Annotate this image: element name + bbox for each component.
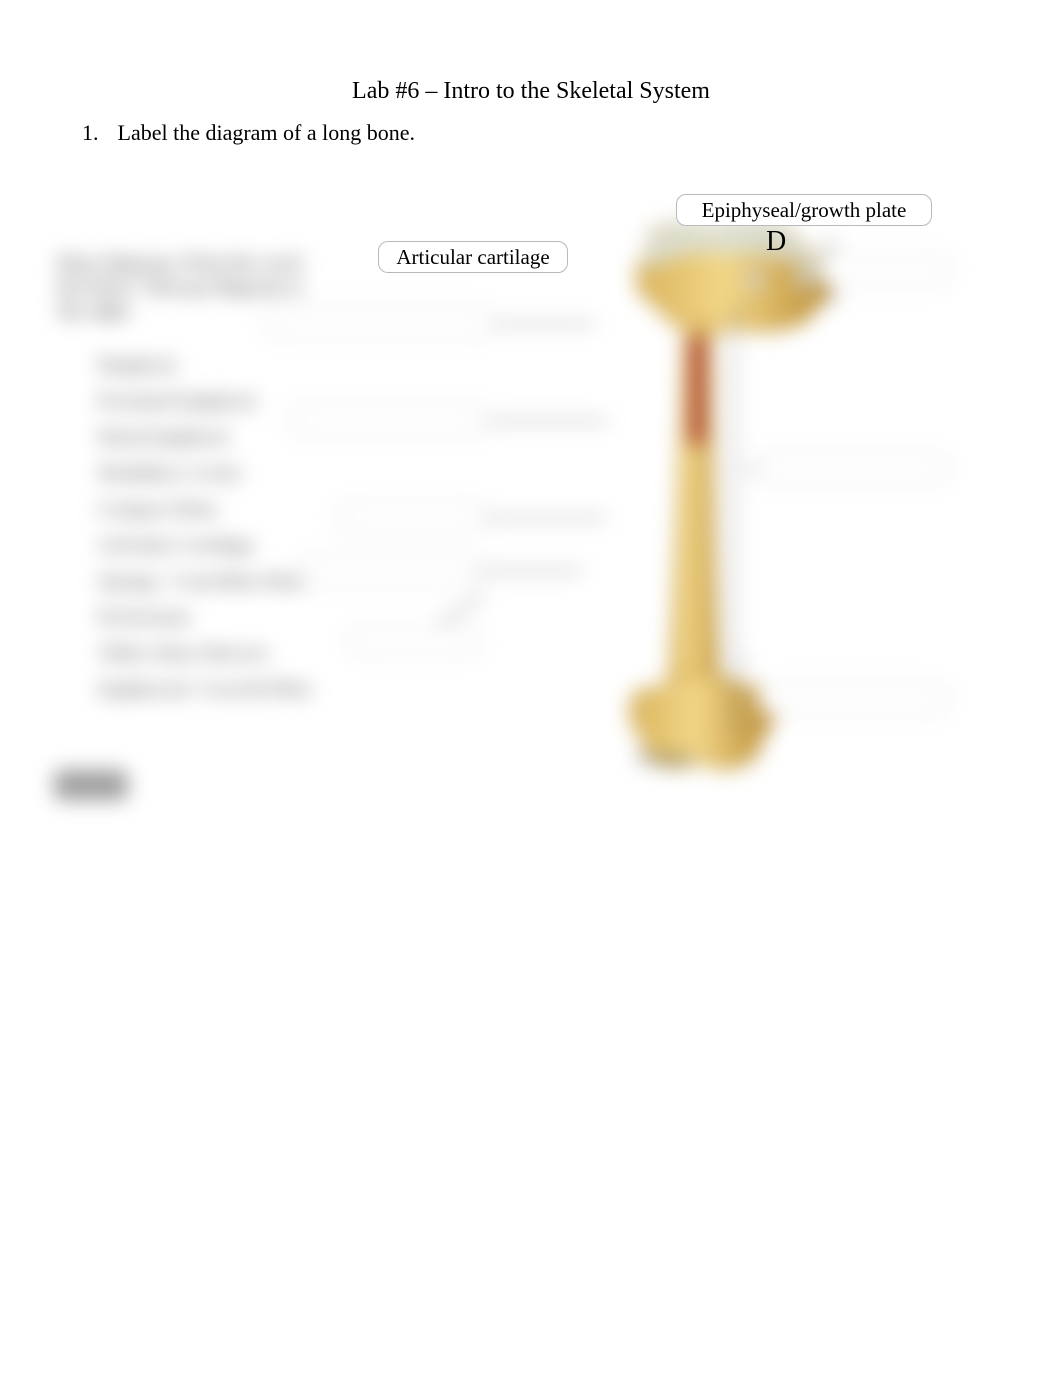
blank-label[interactable] xyxy=(298,555,478,585)
leader-line xyxy=(495,323,595,325)
blank-label[interactable] xyxy=(758,453,948,483)
femur-caption: Femur xyxy=(638,748,693,770)
bracket xyxy=(732,310,746,660)
label-text: Epiphyseal/growth plate xyxy=(702,198,907,222)
leader-line xyxy=(488,420,608,422)
label-articular-cartilage[interactable]: Articular cartilage xyxy=(378,241,568,273)
label-epiphyseal-plate[interactable]: Epiphyseal/growth plate xyxy=(676,194,932,226)
label-text: Articular cartilage xyxy=(396,245,549,269)
left-pill xyxy=(54,770,128,800)
diagram-area: Bone diagram. Print the word list below.… xyxy=(40,180,960,820)
page-title: Lab #6 – Intro to the Skeletal System xyxy=(0,78,1062,105)
blank-label[interactable] xyxy=(348,626,478,656)
question-number: 1. xyxy=(82,120,112,146)
leader-line xyxy=(439,593,485,626)
letter-d: D xyxy=(766,226,786,258)
page: Lab #6 – Intro to the Skeletal System 1.… xyxy=(0,0,1062,1377)
blank-label[interactable] xyxy=(758,684,948,714)
leader-line xyxy=(486,517,606,519)
bank-item: Compact Bone xyxy=(98,499,368,521)
bank-item: Articular Cartilage xyxy=(98,535,368,557)
bracket xyxy=(732,670,746,728)
blank-label[interactable] xyxy=(820,256,950,286)
question-text: Label the diagram of a long bone. xyxy=(118,120,416,145)
blank-label[interactable] xyxy=(265,308,495,338)
leader-line xyxy=(478,570,583,572)
bank-item: Yellow Bone Marrow xyxy=(98,643,368,665)
blank-label[interactable] xyxy=(336,502,486,532)
blurred-background: Bone diagram. Print the word list below.… xyxy=(40,180,960,820)
bank-item: Epiphyseal / Growth Plate xyxy=(98,679,368,701)
blank-label[interactable] xyxy=(288,405,488,435)
question-1: 1. Label the diagram of a long bone. xyxy=(82,120,415,146)
bank-item: Diaphysis xyxy=(98,355,368,377)
bank-item: Medullary Cavity xyxy=(98,463,368,485)
bank-item: Periosteum xyxy=(98,607,368,629)
